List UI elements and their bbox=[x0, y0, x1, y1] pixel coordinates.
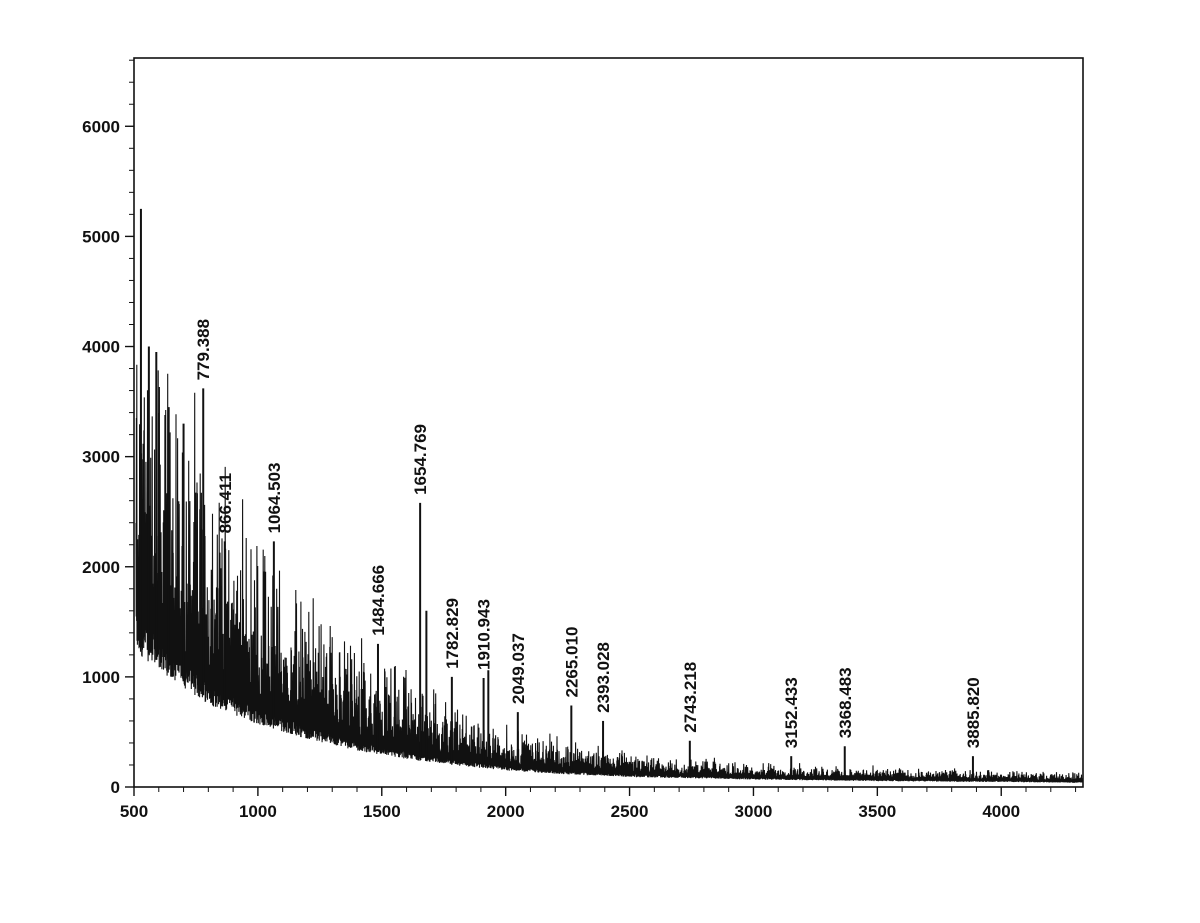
x-tick-label: 2500 bbox=[611, 802, 649, 821]
peak-labels: 779.388 866.411 1064.503 1484.666 1654.769 17… bbox=[194, 319, 983, 748]
peak-label: 2265.010 bbox=[562, 627, 581, 698]
peak-label: 1064.503 bbox=[265, 462, 284, 533]
peak-label: 2743.218 bbox=[681, 662, 700, 733]
peak-label: 3885.820 bbox=[964, 677, 983, 748]
peak-label: 1484.666 bbox=[369, 565, 388, 636]
peak-label: 866.411 bbox=[216, 473, 235, 534]
x-tick-label: 500 bbox=[120, 802, 148, 821]
y-axis: 0 1000 2000 3000 4000 5000 6000 bbox=[82, 59, 134, 797]
peak-label: 1654.769 bbox=[411, 424, 430, 495]
spectrum-trace-group bbox=[135, 208, 1084, 783]
y-tick-label: 0 bbox=[111, 778, 120, 797]
peak-label: 2049.037 bbox=[509, 633, 528, 704]
y-tick-label: 2000 bbox=[82, 558, 120, 577]
plot-frame bbox=[133, 57, 1084, 788]
x-tick-label: 4000 bbox=[982, 802, 1020, 821]
peak-label: 1910.943 bbox=[475, 599, 494, 670]
peak-label: 1782.829 bbox=[443, 598, 462, 669]
peak-label: 3152.433 bbox=[782, 677, 801, 748]
x-tick-label: 1000 bbox=[239, 802, 277, 821]
y-tick-label: 6000 bbox=[82, 117, 120, 136]
plot-border bbox=[133, 57, 1084, 788]
y-tick-label: 1000 bbox=[82, 668, 120, 687]
spectrum-trace bbox=[135, 364, 1084, 783]
x-tick-label: 3000 bbox=[735, 802, 773, 821]
peak-label: 3368.483 bbox=[836, 667, 855, 738]
y-tick-label: 3000 bbox=[82, 448, 120, 467]
x-tick-label: 1500 bbox=[363, 802, 401, 821]
peak-label: 779.388 bbox=[194, 319, 213, 380]
x-axis: 500 1000 1500 2000 2500 3000 3500 4000 bbox=[120, 787, 1077, 821]
y-tick-label: 5000 bbox=[82, 227, 120, 246]
x-tick-label: 2000 bbox=[487, 802, 525, 821]
y-tick-label: 4000 bbox=[82, 338, 120, 357]
peak-label: 2393.028 bbox=[594, 642, 613, 713]
x-tick-label: 3500 bbox=[858, 802, 896, 821]
